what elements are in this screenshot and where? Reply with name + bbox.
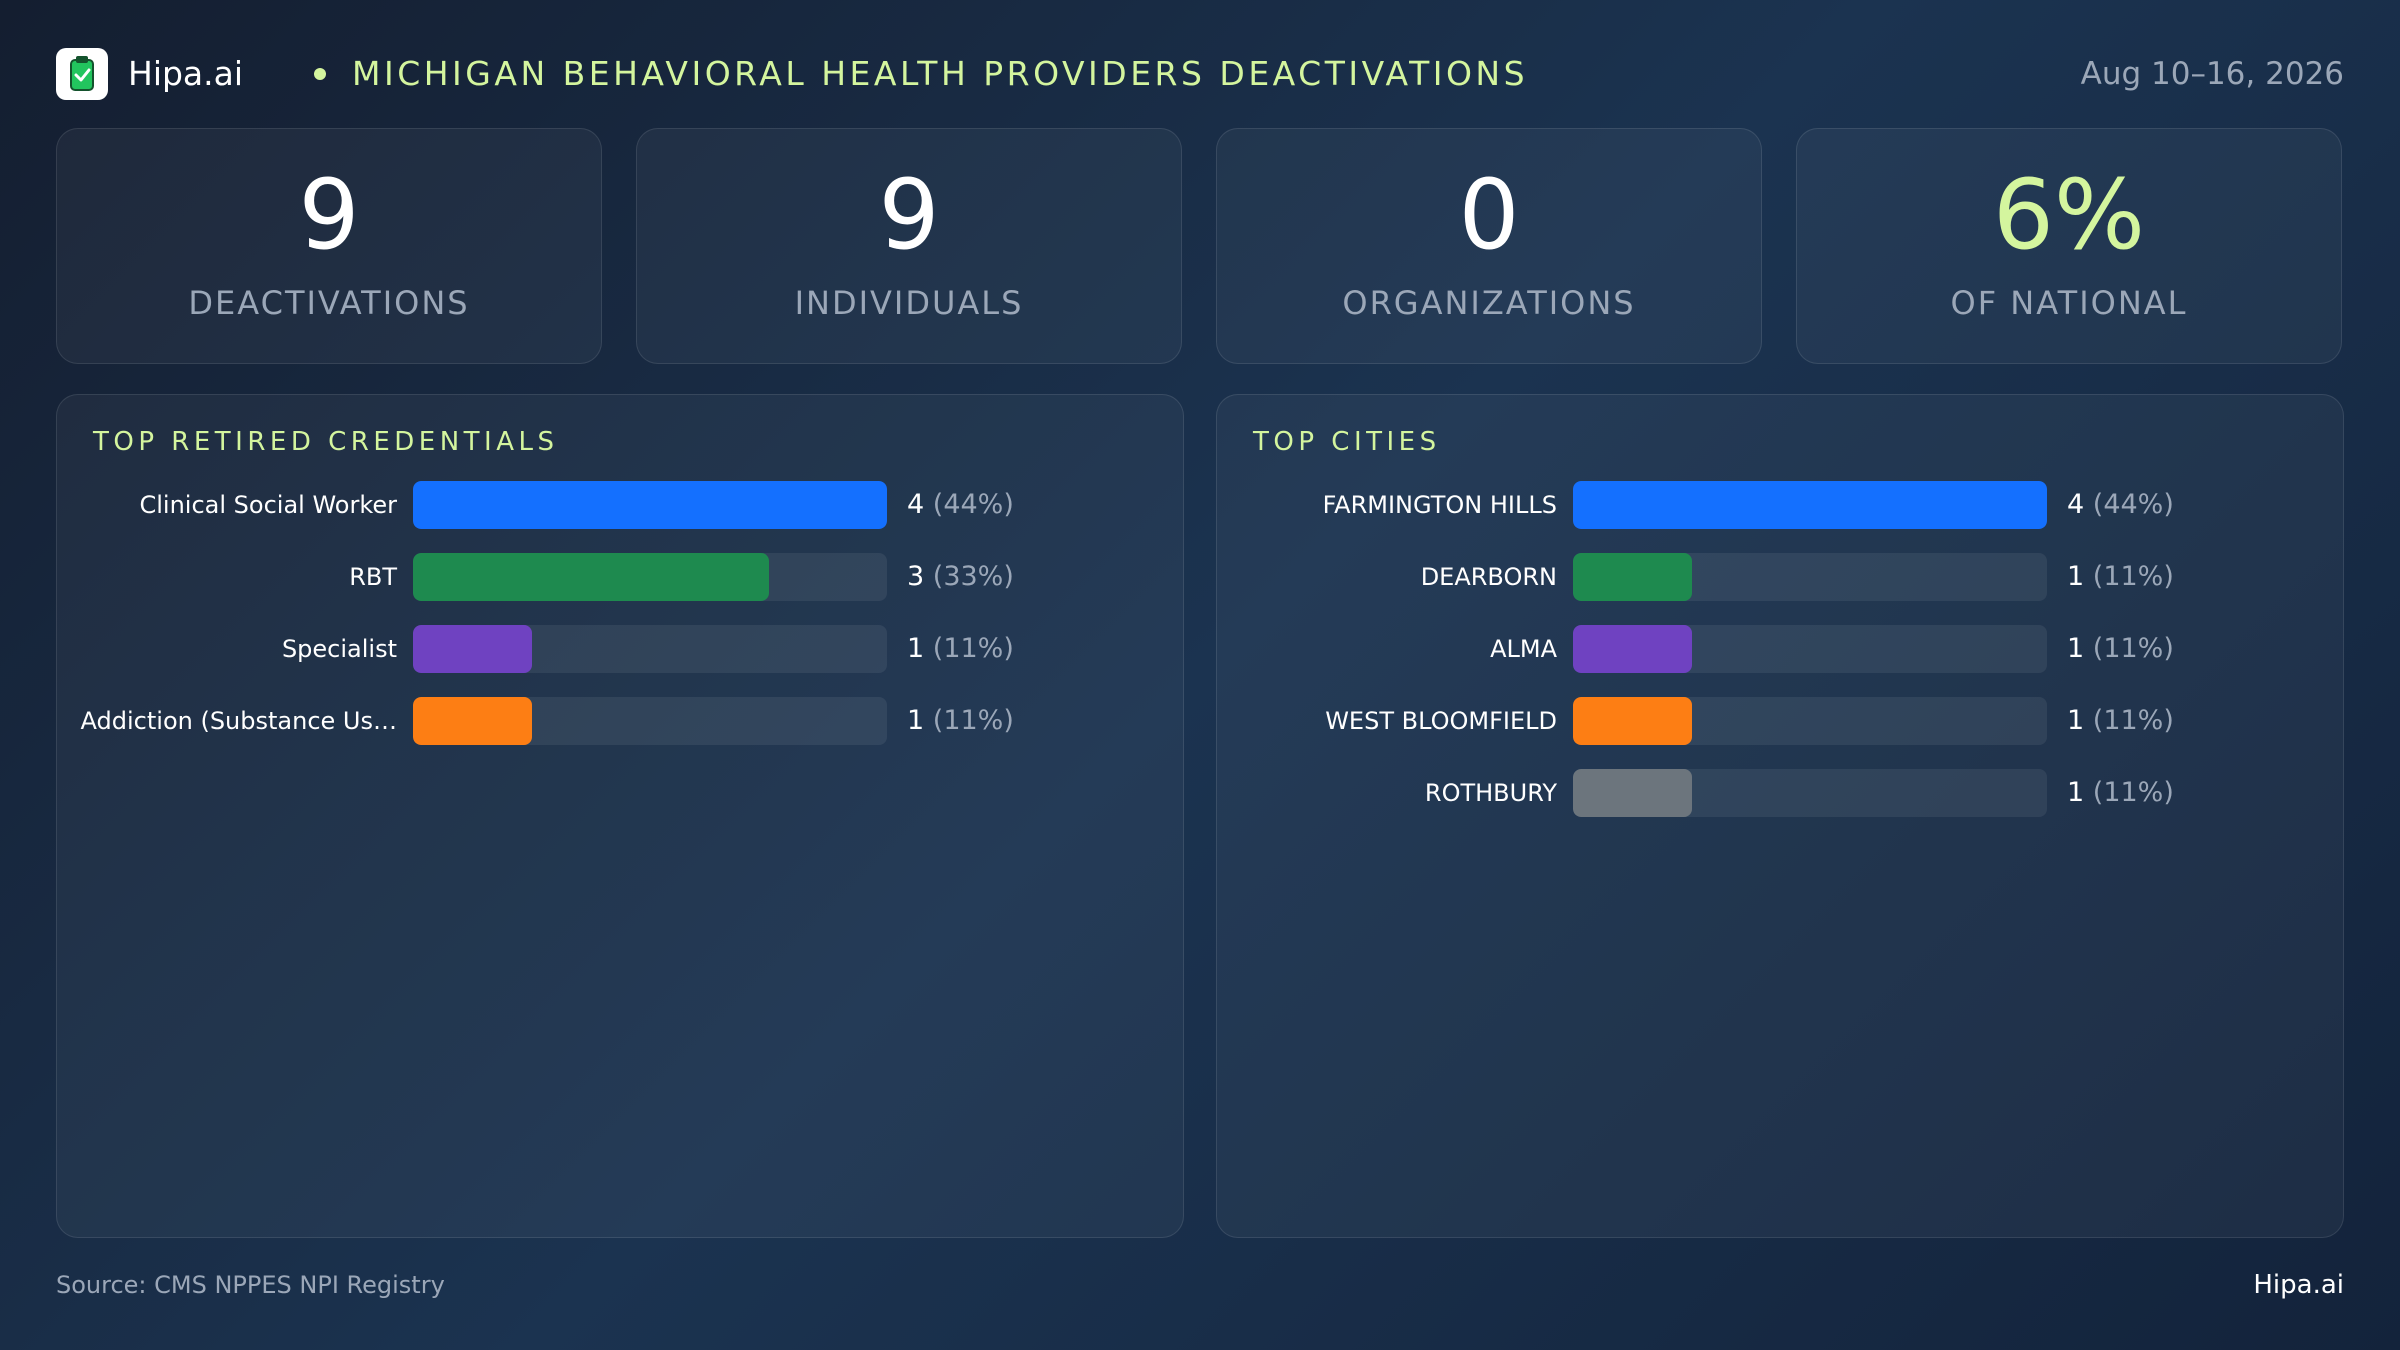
category-label: ROTHBURY [1424,779,1557,807]
bar-track [1573,697,2047,745]
bar-row: RBT 3 (33%) [57,553,1183,601]
bar-track [413,553,887,601]
source-note: Source: CMS NPPES NPI Registry [56,1271,445,1299]
page-title: MICHIGAN BEHAVIORAL HEALTH PROVIDERS DEA… [352,54,1529,93]
value-label: 1 (11%) [2067,697,2174,745]
category-label: FARMINGTON HILLS [1322,491,1557,519]
bar-row: DEARBORN 1 (11%) [1217,553,2343,601]
value-percent: (11%) [932,633,1014,664]
bar-track [1573,553,2047,601]
kpi-value: 6% [1992,159,2146,271]
kpi-value: 9 [878,159,940,271]
category-label: RBT [349,563,397,591]
value-percent: (11%) [2092,705,2174,736]
value-count: 3 [907,561,925,592]
value-label: 1 (11%) [2067,769,2174,817]
bar-track [1573,481,2047,529]
chart-title: TOP CITIES [1253,427,1441,457]
value-label: 1 (11%) [2067,553,2174,601]
kpi-card-individuals: 9 INDIVIDUALS [636,128,1182,364]
value-count: 1 [2067,705,2085,736]
bar-track [413,481,887,529]
bar [1573,481,2047,529]
value-percent: (33%) [932,561,1014,592]
bar-row: Specialist 1 (11%) [57,625,1183,673]
kpi-label: DEACTIVATIONS [188,284,470,322]
bar-track [413,625,887,673]
value-count: 4 [907,489,925,520]
value-count: 1 [2067,561,2085,592]
category-label: Clinical Social Worker [139,491,397,519]
kpi-label: INDIVIDUALS [794,284,1024,322]
bar-track [1573,769,2047,817]
cities-panel: TOP CITIES FARMINGTON HILLS 4 (44%) DEARBO… [1216,394,2344,1238]
header: Hipa.ai MICHIGAN BEHAVIORAL HEALTH PROVI… [56,46,2344,102]
kpi-card-organizations: 0 ORGANIZATIONS [1216,128,1762,364]
value-count: 1 [907,633,925,664]
category-label: WEST BLOOMFIELD [1325,707,1557,735]
bar-row: ROTHBURY 1 (11%) [1217,769,2343,817]
credentials-panel: TOP RETIRED CREDENTIALS Clinical Social … [56,394,1184,1238]
bar-track [1573,625,2047,673]
value-count: 1 [907,705,925,736]
value-percent: (44%) [932,489,1014,520]
date-range: Aug 10–16, 2026 [2080,56,2344,92]
kpi-card-national-share: 6% OF NATIONAL [1796,128,2342,364]
bar [1573,625,1692,673]
bar-track [413,697,887,745]
bar-row: ALMA 1 (11%) [1217,625,2343,673]
bar [1573,697,1692,745]
separator-dot [314,68,326,80]
value-percent: (11%) [2092,561,2174,592]
value-label: 3 (33%) [907,553,1014,601]
bar-row: WEST BLOOMFIELD 1 (11%) [1217,697,2343,745]
value-percent: (11%) [2092,633,2174,664]
value-percent: (44%) [2092,489,2174,520]
value-label: 4 (44%) [907,481,1014,529]
value-count: 1 [2067,633,2085,664]
value-label: 1 (11%) [907,625,1014,673]
bar-row: Clinical Social Worker 4 (44%) [57,481,1183,529]
value-percent: (11%) [932,705,1014,736]
clipboard-icon [56,48,108,100]
kpi-label: OF NATIONAL [1950,284,2188,322]
value-percent: (11%) [2092,777,2174,808]
value-label: 1 (11%) [907,697,1014,745]
bar-row: Addiction (Substance Us… 1 (11%) [57,697,1183,745]
value-label: 1 (11%) [2067,625,2174,673]
category-label: Specialist [281,635,397,663]
bar [413,697,532,745]
bar [413,481,887,529]
category-label: DEARBORN [1420,563,1557,591]
brand-name: Hipa.ai [128,54,244,93]
bar [413,625,532,673]
bar [413,553,769,601]
value-count: 1 [2067,777,2085,808]
category-label: ALMA [1490,635,1557,663]
kpi-card-deactivations: 9 DEACTIVATIONS [56,128,602,364]
bar-row: FARMINGTON HILLS 4 (44%) [1217,481,2343,529]
bar [1573,769,1692,817]
kpi-label: ORGANIZATIONS [1342,284,1636,322]
value-count: 4 [2067,489,2085,520]
category-label: Addiction (Substance Us… [80,707,397,735]
kpi-value: 0 [1458,159,1520,271]
value-label: 4 (44%) [2067,481,2174,529]
bar [1573,553,1692,601]
chart-title: TOP RETIRED CREDENTIALS [93,427,559,457]
kpi-value: 9 [298,159,360,271]
footer-brand: Hipa.ai [2253,1270,2344,1300]
